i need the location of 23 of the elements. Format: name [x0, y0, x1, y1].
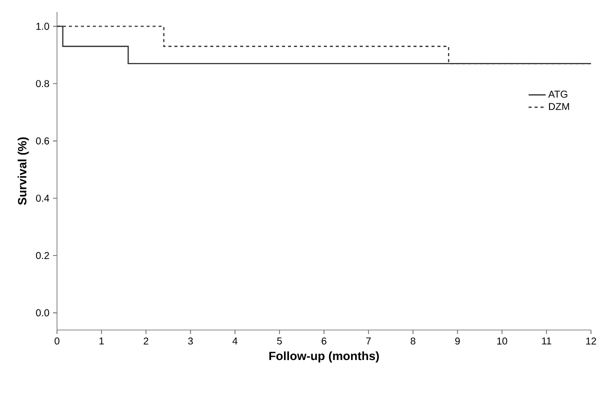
y-tick-label: 0.0	[36, 309, 50, 316]
legend-label: ATG	[548, 90, 568, 98]
x-tick-label: 7	[366, 338, 371, 344]
x-tick-label: 10	[497, 338, 508, 345]
x-tick-label: 5	[277, 338, 282, 344]
x-tick-label: 9	[455, 338, 460, 345]
y-tick-label: 1.0	[36, 22, 50, 30]
y-tick-label: 0.4	[36, 194, 50, 202]
x-tick-label: 12	[586, 338, 596, 344]
x-tick-label: 0	[54, 338, 60, 345]
y-tick-label: 0.8	[36, 80, 50, 88]
y-tick-label: 0.2	[36, 252, 49, 260]
x-tick-label: 4	[232, 338, 238, 344]
y-tick-label: 0.6	[36, 137, 50, 144]
legend-label: DZM	[549, 103, 569, 110]
x-axis-title: Follow-up (months)	[269, 351, 379, 363]
x-tick-label: 6	[322, 338, 326, 345]
x-tick-label: 2	[144, 338, 148, 344]
x-tick-label: 8	[410, 338, 416, 345]
x-tick-label: 1	[99, 338, 104, 344]
x-tick-label: 3	[188, 338, 193, 345]
y-axis-title: Survival (%)	[18, 137, 29, 205]
x-tick-label: 11	[542, 338, 552, 344]
